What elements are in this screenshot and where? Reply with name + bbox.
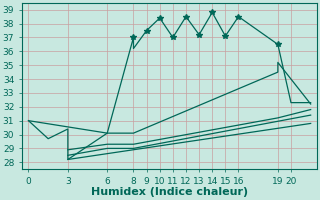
X-axis label: Humidex (Indice chaleur): Humidex (Indice chaleur) — [91, 187, 248, 197]
